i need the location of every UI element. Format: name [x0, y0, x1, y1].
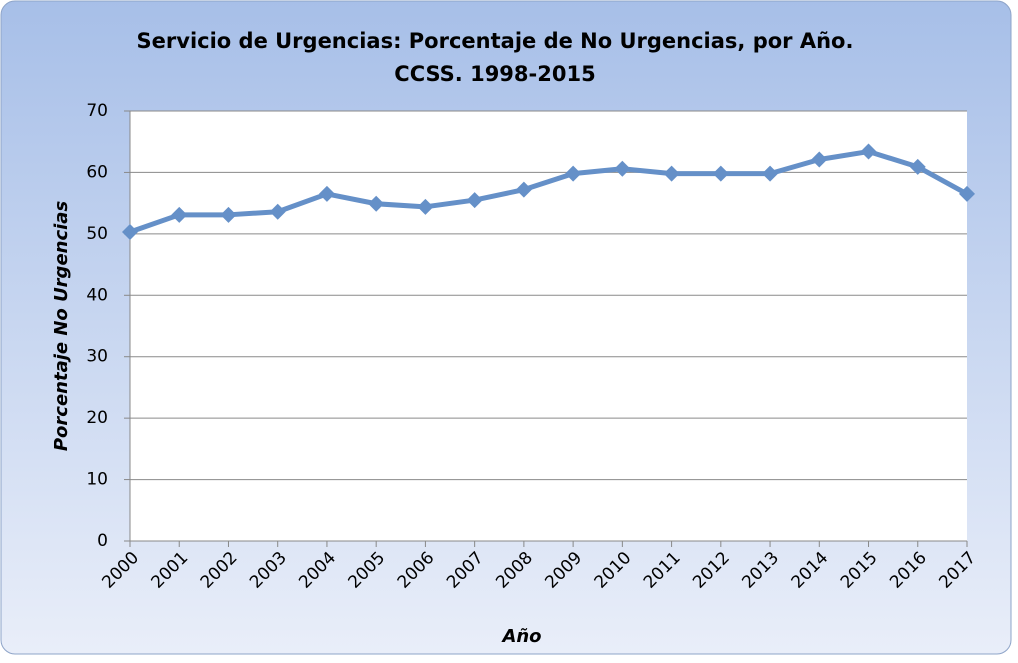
y-tick-label: 60	[86, 162, 108, 182]
data-point	[860, 143, 877, 160]
data-point	[417, 198, 434, 215]
data-point	[515, 181, 532, 198]
data-point	[171, 206, 188, 223]
y-axis-label: Porcentaje No Urgencias	[51, 201, 72, 452]
y-tick-label: 20	[86, 408, 108, 428]
y-tick-label: 0	[97, 531, 108, 551]
y-tick-label: 40	[86, 285, 108, 305]
data-point	[614, 160, 631, 177]
data-point	[712, 165, 729, 182]
data-point	[909, 158, 926, 175]
data-point	[269, 203, 286, 220]
y-tick-label: 70	[86, 101, 108, 121]
y-tick-label: 50	[86, 224, 108, 244]
y-tick-label: 10	[86, 470, 108, 490]
plot-area	[130, 111, 967, 541]
data-point	[466, 192, 483, 209]
chart-subtitle: CCSS. 1998-2015	[394, 62, 595, 86]
data-point	[122, 224, 138, 241]
chart-title: Servicio de Urgencias: Porcentaje de No …	[137, 29, 854, 53]
data-point	[762, 165, 779, 182]
data-point	[811, 151, 828, 168]
data-point	[220, 206, 237, 223]
x-axis-label: Año	[500, 626, 541, 647]
series-line	[129, 149, 969, 235]
y-tick-label: 30	[86, 347, 108, 367]
data-point	[959, 185, 975, 202]
data-point	[663, 165, 680, 182]
data-point	[318, 185, 335, 202]
data-point	[368, 195, 385, 212]
data-point	[565, 165, 582, 182]
